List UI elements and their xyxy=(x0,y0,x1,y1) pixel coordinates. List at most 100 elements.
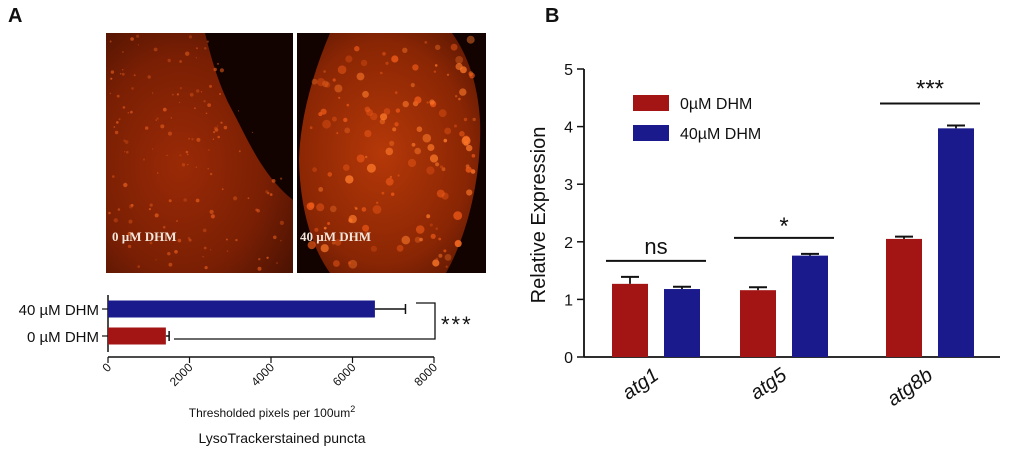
speckle xyxy=(412,64,419,71)
panel-a-significance: *** xyxy=(441,312,473,337)
speckle xyxy=(429,154,439,163)
speckle xyxy=(123,182,128,188)
speckle xyxy=(453,211,463,221)
speckle xyxy=(170,117,172,119)
speckle xyxy=(202,256,204,258)
speckle xyxy=(391,192,395,196)
speckle xyxy=(109,92,112,95)
speckle xyxy=(256,209,260,213)
speckle xyxy=(226,250,229,252)
speckle xyxy=(416,126,423,132)
panel-a-subtitle: LysoTrackerstained puncta xyxy=(198,430,365,446)
speckle xyxy=(119,73,122,75)
speckle xyxy=(323,70,326,73)
panel-a-category-label: 40 µM DHM xyxy=(19,302,99,319)
speckle xyxy=(320,244,329,253)
panel-b-significance: ns xyxy=(644,234,667,259)
speckle xyxy=(345,175,354,184)
panel-a-bar xyxy=(108,327,166,345)
speckle xyxy=(382,52,386,56)
speckle xyxy=(167,252,171,256)
speckle xyxy=(370,112,378,121)
speckle xyxy=(133,74,136,77)
speckle xyxy=(463,141,469,147)
speckle xyxy=(257,266,262,271)
speckle xyxy=(195,57,197,59)
speckle xyxy=(187,164,189,166)
speckle xyxy=(136,34,140,38)
speckle xyxy=(429,99,435,105)
speckle xyxy=(203,246,207,250)
speckle xyxy=(407,158,417,168)
panel-a-x-axis-label: Thresholded pixels per 100um2 xyxy=(189,404,355,420)
speckle xyxy=(123,139,126,142)
speckle xyxy=(162,107,167,112)
speckle xyxy=(195,198,200,203)
speckle xyxy=(343,164,350,171)
speckle xyxy=(348,214,357,224)
speckle xyxy=(436,189,445,198)
speckle xyxy=(168,199,172,203)
speckle xyxy=(171,93,174,96)
speckle xyxy=(121,68,124,71)
speckle xyxy=(183,198,187,202)
speckle xyxy=(414,236,421,243)
speckle xyxy=(156,172,159,174)
speckle xyxy=(455,239,462,246)
speckle xyxy=(142,158,146,161)
speckle xyxy=(130,37,134,41)
speckle xyxy=(166,154,168,157)
speckle xyxy=(110,70,115,74)
panel-a-x-tick-label: 8000 xyxy=(411,360,440,389)
speckle xyxy=(454,243,458,246)
speckle xyxy=(463,117,468,122)
speckle xyxy=(316,78,326,87)
speckle xyxy=(200,91,203,93)
speckle xyxy=(205,112,208,115)
panel-b-bar xyxy=(938,128,974,357)
speckle xyxy=(435,227,438,230)
speckle xyxy=(122,106,126,109)
speckle xyxy=(203,100,206,103)
panel-b-bar xyxy=(740,290,776,357)
speckle xyxy=(366,163,376,173)
micrograph-label-40uM: 40 µM DHM xyxy=(300,229,371,244)
speckle xyxy=(151,92,154,94)
panel-b-y-tick-label: 0 xyxy=(564,350,573,367)
panel-a-bar xyxy=(108,300,375,318)
speckle xyxy=(189,92,194,97)
speckle xyxy=(124,140,129,144)
speckle xyxy=(116,94,120,98)
panel-b-bar xyxy=(886,238,922,357)
speckle xyxy=(311,78,318,85)
speckle xyxy=(238,150,241,153)
speckle xyxy=(155,119,157,121)
speckle xyxy=(167,58,171,63)
speckle xyxy=(195,47,198,50)
panel-b-legend-swatch xyxy=(633,95,669,111)
speckle xyxy=(430,233,436,239)
speckle xyxy=(195,166,198,168)
speckle xyxy=(251,131,254,134)
speckle xyxy=(346,103,350,107)
panel-b-letter: B xyxy=(545,5,559,27)
speckle xyxy=(366,109,373,116)
speckle xyxy=(458,97,461,101)
panel-a-x-tick-label: 6000 xyxy=(330,360,359,389)
speckle xyxy=(338,96,341,99)
speckle xyxy=(266,256,269,259)
speckle xyxy=(469,72,475,79)
speckle xyxy=(179,154,182,157)
speckle xyxy=(137,265,140,268)
speckle xyxy=(193,107,196,110)
speckle xyxy=(439,165,443,169)
speckle xyxy=(235,238,238,242)
speckle xyxy=(174,250,178,254)
speckle xyxy=(364,231,369,237)
speckle xyxy=(258,258,261,261)
speckle xyxy=(207,167,209,170)
speckle xyxy=(162,225,166,229)
speckle xyxy=(454,124,457,128)
speckle xyxy=(438,237,442,241)
speckle xyxy=(155,259,157,261)
